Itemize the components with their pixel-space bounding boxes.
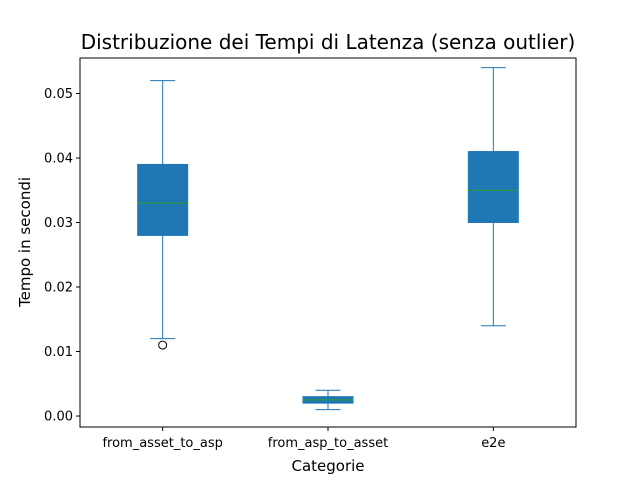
- box-group-from_asset_to_asp: [137, 80, 189, 350]
- x-tick-label: from_asset_to_asp: [102, 436, 222, 451]
- plot-frame: [79, 57, 577, 428]
- plot-area: [137, 67, 519, 411]
- box-group-e2e: [467, 67, 519, 327]
- box-iqr: [137, 163, 189, 236]
- outlier-point: [158, 340, 168, 350]
- x-axis: from_asset_to_asp from_asp_to_asset e2e: [102, 427, 505, 451]
- y-axis: 0.00 0.01 0.02 0.03 0.04 0.05: [44, 87, 80, 425]
- x-tick-label: from_asp_to_asset: [268, 436, 388, 451]
- y-tick-label: 0.03: [44, 216, 73, 231]
- y-tick-label: 0.00: [44, 410, 73, 425]
- y-tick-label: 0.01: [44, 345, 73, 360]
- y-tick-label: 0.05: [44, 87, 73, 102]
- y-tick-label: 0.02: [44, 281, 73, 296]
- chart-title: Distribuzione dei Tempi di Latenza (senz…: [81, 30, 576, 54]
- y-axis-title: Tempo in secondi: [16, 177, 34, 308]
- box-group-from_asp_to_asset: [302, 389, 354, 411]
- x-tick-label: e2e: [481, 436, 505, 451]
- box-iqr: [467, 151, 519, 224]
- y-tick-label: 0.04: [44, 151, 73, 166]
- x-axis-title: Categorie: [291, 457, 364, 475]
